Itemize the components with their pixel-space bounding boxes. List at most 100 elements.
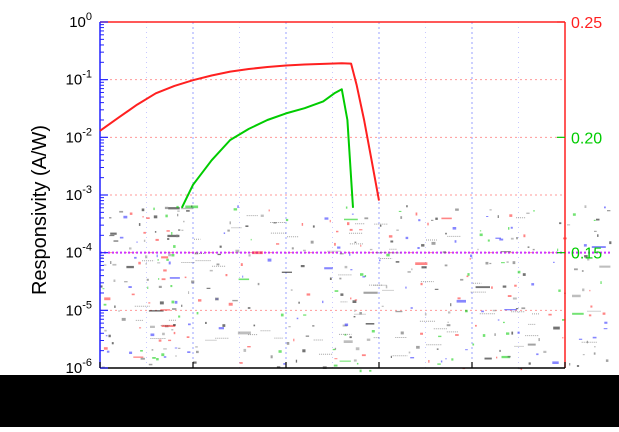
noise-speck [103,264,107,266]
noise-speck [310,240,314,244]
noise-speck [239,362,243,364]
noise-speck [502,285,507,288]
noise-speck [528,362,531,365]
noise-speck [160,309,170,311]
noise-speck [379,259,381,262]
noise-speck [188,323,191,326]
noise-speck [167,238,170,240]
noise-speck [250,238,252,241]
noise-speck [440,360,443,363]
noise-speck [158,285,162,288]
noise-speck [548,313,552,316]
noise-speck [360,244,362,247]
noise-speck [448,311,451,314]
noise-speck [155,238,159,241]
noise-speck [510,237,514,240]
noise-speck [322,300,324,304]
noise-speck [482,334,486,337]
noise-speck [507,355,511,358]
noise-speck [415,262,428,265]
y-left-tick-label: 10-6 [66,357,92,377]
noise-speck [163,269,167,272]
noise-speck [111,342,114,345]
noise-speck [487,239,490,242]
noise-speck [280,313,284,317]
noise-speck [156,254,158,258]
noise-speck [355,347,360,351]
noise-speck [450,303,452,307]
noise-speck [223,232,226,234]
noise-speck [267,258,272,262]
noise-speck [349,336,352,339]
noise-speck [344,323,349,326]
noise-speck [324,267,333,270]
noise-speck [359,312,362,315]
noise-speck [123,215,128,219]
noise-speck [517,270,521,274]
noise-speck [109,217,112,219]
noise-speck [466,275,469,278]
noise-speck [186,336,190,338]
noise-speck [293,338,295,342]
noise-speck [161,324,176,327]
noise-speck [105,335,108,337]
noise-speck [129,212,133,215]
noise-speck [497,215,499,218]
noise-speck [222,324,226,327]
noise-speck [489,262,492,265]
noise-speck [219,245,222,248]
noise-speck [385,285,388,289]
noise-speck [381,305,384,307]
noise-speck [114,305,116,308]
noise-speck [145,263,147,265]
y-left-tick-label: 10-3 [66,184,92,204]
noise-speck [164,206,169,210]
noise-speck [416,345,420,349]
noise-speck [162,332,165,336]
noise-speck [268,209,270,212]
noise-speck [386,253,390,257]
noise-speck [435,217,438,220]
noise-speck [139,327,142,329]
noise-speck [447,321,449,323]
noise-speck [171,232,173,235]
noise-speck [446,324,451,327]
noise-speck [306,293,311,296]
noise-speck [237,205,239,208]
noise-speck [171,329,174,331]
noise-speck [324,217,329,220]
noise-speck [166,258,169,261]
noise-speck [228,302,233,306]
noise-speck [172,308,177,310]
noise-speck [418,219,421,222]
noise-speck [334,290,339,292]
noise-speck [187,351,191,353]
noise-speck [499,238,504,241]
noise-speck [395,310,403,313]
noise-speck [354,241,357,243]
noise-speck [248,254,251,257]
noise-speck [233,208,238,211]
noise-speck [148,302,151,304]
noise-speck [590,305,593,308]
noise-speck [451,358,454,361]
noise-speck [517,331,520,334]
noise-speck [593,352,596,355]
noise-speck [134,256,137,259]
noise-speck [390,355,392,358]
noise-speck [131,293,135,296]
noise-speck [353,359,357,362]
noise-speck [163,348,167,350]
noise-speck [562,319,566,321]
noise-speck [240,263,243,266]
noise-speck [191,280,195,284]
noise-speck [365,323,375,325]
noise-speck [496,356,498,359]
noise-speck [286,342,290,345]
noise-speck [569,363,571,366]
noise-speck [494,333,496,336]
y-right-tick-label: 0.15 [571,246,602,263]
noise-speck [532,248,535,251]
noise-speck [167,234,180,238]
noise-speck [344,265,348,269]
